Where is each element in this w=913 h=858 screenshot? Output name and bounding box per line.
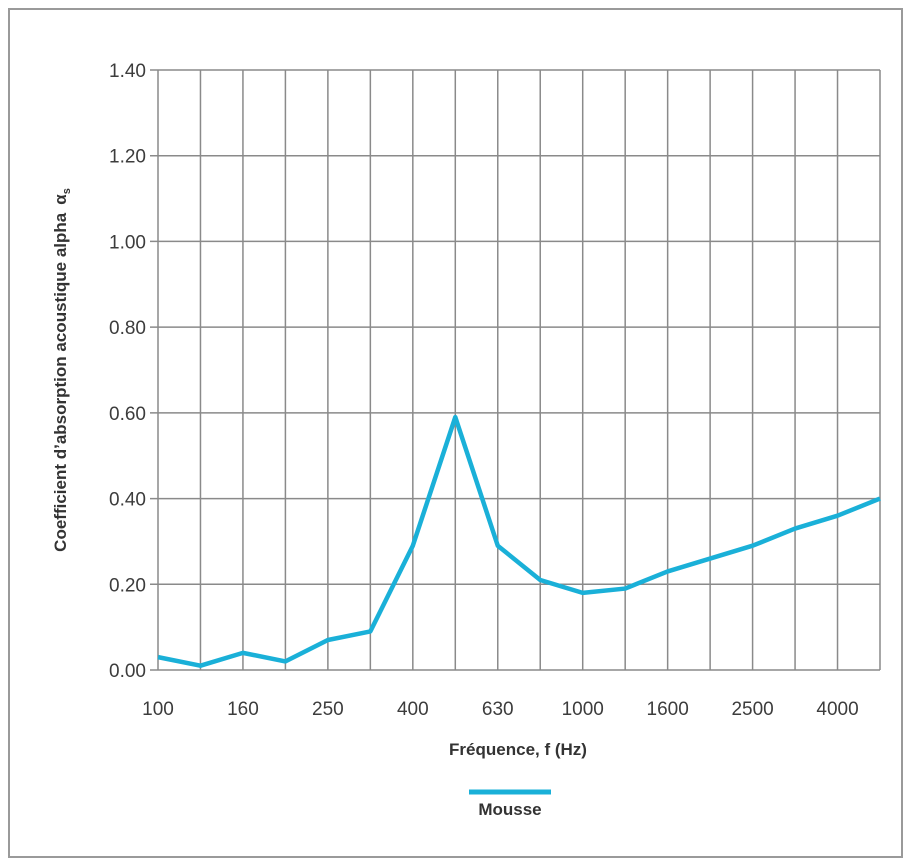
x-tick-label: 630 [482, 699, 514, 720]
y-tick-label: 0.20 [109, 575, 146, 596]
y-tick-label: 0.60 [109, 404, 146, 425]
y-tick-label: 0.00 [109, 661, 146, 682]
y-tick-label: 1.20 [109, 147, 146, 168]
x-tick-label: 250 [312, 699, 344, 720]
y-axis-title-symbol: α [51, 194, 70, 205]
x-tick-label: 2500 [731, 699, 773, 720]
y-axis-title-subscript: s [61, 188, 73, 194]
x-axis-title: Fréquence, f (Hz) [449, 740, 587, 759]
y-tick-label: 1.40 [109, 61, 146, 82]
series-layer [157, 414, 881, 668]
x-tick-label: 160 [227, 699, 259, 720]
y-tick-label: 0.40 [109, 490, 146, 511]
x-tick-label: 1000 [562, 699, 604, 720]
y-axis-title-text: Coefficient d’absorption acoustique alph… [51, 212, 70, 552]
absorption-chart: 0.00 0.20 0.40 0.60 0.80 1.00 1.20 1.40 100 160 2… [51, 61, 881, 819]
x-tick-label: 100 [142, 699, 174, 720]
grid [150, 69, 881, 671]
x-tick-label: 4000 [816, 699, 858, 720]
y-axis-title: Coefficient d’absorption acoustique alph… [51, 188, 73, 552]
legend-label: Mousse [478, 800, 541, 819]
x-tick-labels: 100 160 250 400 630 1000 1600 2500 4000 [142, 699, 859, 720]
legend: Mousse [469, 789, 551, 819]
x-tick-label: 1600 [647, 699, 689, 720]
x-tick-label: 400 [397, 699, 429, 720]
y-tick-label: 0.80 [109, 318, 146, 339]
y-tick-label: 1.00 [109, 232, 146, 253]
y-tick-labels: 0.00 0.20 0.40 0.60 0.80 1.00 1.20 1.40 [109, 61, 146, 682]
series-line-mousse [157, 414, 881, 668]
